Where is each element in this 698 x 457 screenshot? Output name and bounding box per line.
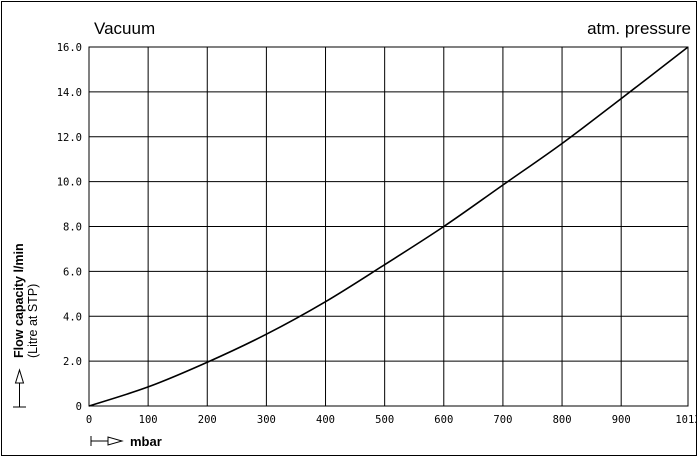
x-axis-arrow-icon bbox=[90, 436, 124, 446]
flow-capacity-curve bbox=[88, 46, 689, 407]
x-tick-label: 200 bbox=[198, 414, 217, 426]
tick-labels: 0 100 200 300 400 500 600 700 800 900 1013 0 2.0 4.0 6… bbox=[57, 42, 696, 426]
axes bbox=[88, 46, 689, 407]
x-tick-label: 900 bbox=[612, 414, 631, 426]
corner-label-right: atm. pressure bbox=[587, 19, 691, 38]
y-tick-label: 6.0 bbox=[63, 266, 82, 278]
x-tick-label: 0 bbox=[86, 414, 92, 426]
y-axis-label: Flow capacity l/min bbox=[12, 243, 26, 358]
x-tick-label: 1013 bbox=[675, 414, 696, 426]
x-axis-label: mbar bbox=[130, 434, 162, 449]
grid bbox=[88, 46, 689, 407]
x-tick-label: 100 bbox=[139, 414, 158, 426]
y-axis-title: Flow capacity l/min (Litre at STP) bbox=[12, 243, 40, 408]
y-tick-label: 8.0 bbox=[63, 222, 82, 234]
y-axis-sublabel: (Litre at STP) bbox=[26, 284, 40, 358]
y-tick-label: 16.0 bbox=[57, 42, 82, 54]
x-axis-title: mbar bbox=[90, 434, 162, 449]
plot-border bbox=[88, 46, 689, 407]
y-tick-label: 10.0 bbox=[57, 177, 82, 189]
x-tick-label: 400 bbox=[316, 414, 335, 426]
x-tick-label: 800 bbox=[553, 414, 572, 426]
y-tick-label: 0 bbox=[76, 401, 82, 413]
corner-label-left: Vacuum bbox=[94, 19, 155, 38]
y-tick-label: 12.0 bbox=[57, 132, 82, 144]
y-tick-label: 14.0 bbox=[57, 87, 82, 99]
y-tick-label: 2.0 bbox=[63, 356, 82, 368]
x-tick-label: 600 bbox=[434, 414, 453, 426]
x-tick-label: 300 bbox=[257, 414, 276, 426]
series-layer bbox=[88, 46, 689, 407]
y-tick-label: 4.0 bbox=[63, 311, 82, 323]
x-tick-label: 500 bbox=[375, 414, 394, 426]
x-tick-label: 700 bbox=[493, 414, 512, 426]
y-axis-arrow-icon bbox=[13, 368, 26, 408]
